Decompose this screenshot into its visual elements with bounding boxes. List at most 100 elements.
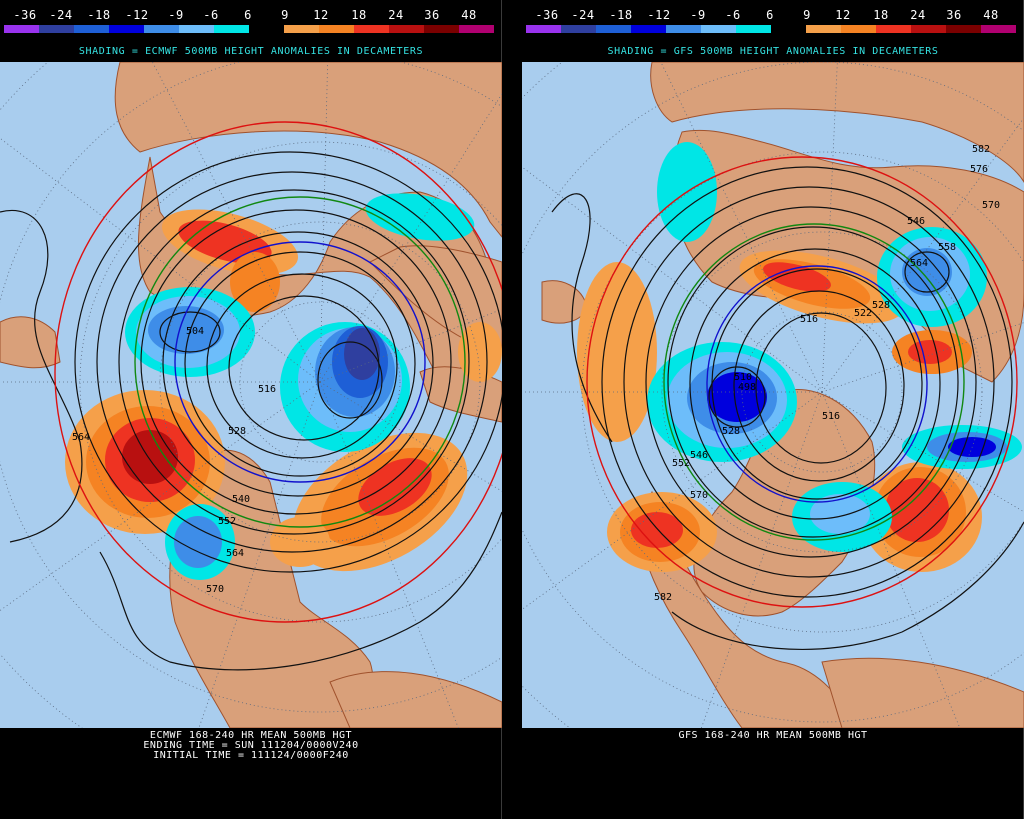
- contour-label: 528: [722, 426, 740, 437]
- contour-540: [663, 223, 965, 541]
- contour-label: 558: [938, 242, 956, 253]
- legend-swatch: [424, 25, 459, 33]
- graticule: [522, 62, 1024, 728]
- contour-576: [54, 121, 502, 623]
- contour-516: [174, 241, 426, 483]
- landmass: [0, 62, 502, 728]
- legend-swatch: [459, 25, 494, 33]
- legend-swatch: [666, 25, 701, 33]
- legend-tick-labels: -36 -24 -18 -12 -9 -6 6 9 12 18 24 36 48: [522, 8, 1024, 22]
- contour-labels: 582 576 570 546 558 564 528 522 516 510 …: [654, 144, 1000, 603]
- contour-label: 510: [734, 372, 752, 383]
- legend-swatch: [911, 25, 946, 33]
- contour-label: 564: [226, 548, 244, 559]
- legend-swatch: [4, 25, 39, 33]
- legend-swatch: [179, 25, 214, 33]
- legend-swatch: [389, 25, 424, 33]
- contour-label: 504: [186, 326, 204, 337]
- legend-tick: 9: [803, 8, 811, 22]
- legend-tick: 24: [388, 8, 404, 22]
- legend-tick: -36: [535, 8, 559, 22]
- legend-tick: 48: [461, 8, 477, 22]
- contour-label: 516: [822, 411, 840, 422]
- contour-label: 576: [970, 164, 988, 175]
- legend-swatch: [354, 25, 389, 33]
- contour-label: 582: [654, 592, 672, 603]
- contour-label: 546: [690, 450, 708, 461]
- ecmwf-panel: -36 -24 -18 -12 -9 -6 6 9 12 18 24 36 48…: [0, 0, 502, 819]
- map-title: SHADING = GFS 500MB HEIGHT ANOMALIES IN …: [607, 46, 939, 57]
- contour-576: [586, 156, 1018, 608]
- graticule: [0, 62, 502, 728]
- legend-swatch: [736, 25, 771, 33]
- legend-tick: 12: [835, 8, 851, 22]
- contour-516: [706, 265, 928, 503]
- legend-tick: -24: [571, 8, 595, 22]
- anomaly-shading: [65, 193, 502, 580]
- legend-tick: 12: [313, 8, 329, 22]
- contour-label: 570: [206, 584, 224, 595]
- contour-label: 552: [672, 458, 690, 469]
- legend-tick: 6: [766, 8, 774, 22]
- contour-label: 570: [982, 200, 1000, 211]
- legend-swatch: [74, 25, 109, 33]
- height-contours: [0, 151, 502, 671]
- legend-tick: -18: [87, 8, 111, 22]
- contour-label: 516: [800, 314, 818, 325]
- legend-tick: -9: [690, 8, 706, 22]
- legend-tick: 48: [983, 8, 999, 22]
- contour-540: [134, 196, 466, 528]
- ecmwf-map-graphic: 504 516 528 540 552 564 564 570: [0, 62, 502, 728]
- legend-swatch: [526, 25, 561, 33]
- legend-tick: 6: [244, 8, 252, 22]
- gfs-map-graphic: 582 576 570 546 558 564 528 522 516 510 …: [522, 62, 1024, 728]
- contour-label: 498: [738, 382, 756, 393]
- legend-swatch: [39, 25, 74, 33]
- contour-label: 570: [690, 490, 708, 501]
- caption-line: ECMWF 168-240 HR MEAN 500MB HGT: [149, 730, 353, 741]
- contour-label: 522: [854, 308, 872, 319]
- contour-label: 564: [910, 258, 928, 269]
- legend-swatch: [981, 25, 1016, 33]
- map-title: SHADING = ECMWF 500MB HEIGHT ANOMALIES I…: [78, 46, 424, 57]
- legend-swatch: [876, 25, 911, 33]
- gfs-panel: -36 -24 -18 -12 -9 -6 6 9 12 18 24 36 48…: [522, 0, 1024, 819]
- legend-tick: -18: [609, 8, 633, 22]
- legend-colorbar: [526, 25, 1016, 33]
- contour-label: 582: [972, 144, 990, 155]
- contour-label: 540: [232, 494, 250, 505]
- legend-swatch: [561, 25, 596, 33]
- legend-swatch: [631, 25, 666, 33]
- legend-tick: 18: [351, 8, 367, 22]
- legend-swatch: [771, 25, 806, 33]
- gfs-map: 582 576 570 546 558 564 528 522 516 510 …: [522, 62, 1024, 728]
- legend-swatch: [109, 25, 144, 33]
- legend-tick: -36: [13, 8, 37, 22]
- legend-swatch: [214, 25, 249, 33]
- legend-tick-labels: -36 -24 -18 -12 -9 -6 6 9 12 18 24 36 48: [0, 8, 502, 22]
- legend-tick: 36: [424, 8, 440, 22]
- contour-label: 528: [228, 426, 246, 437]
- legend-swatch: [144, 25, 179, 33]
- legend-swatch: [701, 25, 736, 33]
- legend-colorbar: [4, 25, 494, 33]
- legend-tick: -6: [725, 8, 741, 22]
- legend-tick: -24: [49, 8, 73, 22]
- legend-swatch: [806, 25, 841, 33]
- legend-tick: 36: [946, 8, 962, 22]
- legend-tick: -6: [203, 8, 219, 22]
- legend-swatch: [284, 25, 319, 33]
- legend-swatch: [946, 25, 981, 33]
- contour-label: 516: [258, 384, 276, 395]
- legend-tick: 24: [910, 8, 926, 22]
- caption-line: ENDING TIME = SUN 111204/0000V240: [143, 740, 359, 751]
- height-contours: [551, 166, 1024, 651]
- legend-tick: 18: [873, 8, 889, 22]
- contour-label: 564: [72, 432, 90, 443]
- legend-swatch: [319, 25, 354, 33]
- ecmwf-map: 504 516 528 540 552 564 564 570: [0, 62, 502, 728]
- legend-swatch: [841, 25, 876, 33]
- legend-tick: 9: [281, 8, 289, 22]
- caption-line: INITIAL TIME = 111124/0000F240: [153, 750, 349, 761]
- contour-label: 552: [218, 516, 236, 527]
